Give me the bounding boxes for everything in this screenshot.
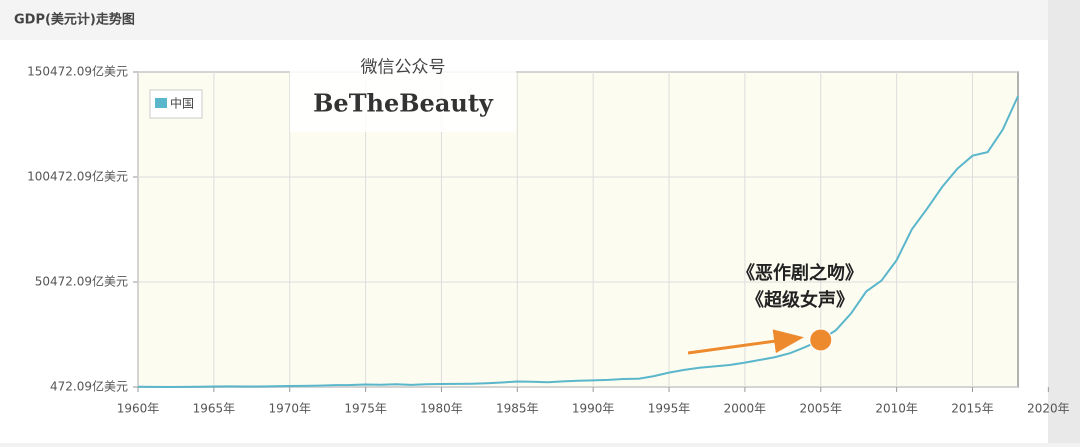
scrollbar bbox=[1048, 0, 1080, 443]
annotation: 《恶作剧之吻》 bbox=[737, 262, 863, 284]
x-tick-label: 1970年 bbox=[268, 402, 311, 416]
x-tick-label: 2020年 bbox=[1027, 402, 1070, 416]
watermark-brand: BeTheBeauty bbox=[313, 89, 494, 118]
x-tick-label: 1990年 bbox=[572, 402, 615, 416]
series-line bbox=[137, 95, 1019, 389]
y-tick-label: 100472.09亿美元 bbox=[27, 169, 128, 184]
watermark-bg bbox=[290, 44, 516, 132]
x-tick-label: 2010年 bbox=[875, 402, 918, 416]
legend-swatch bbox=[155, 98, 167, 108]
x-tick-label: 2005年 bbox=[799, 402, 842, 416]
x-tick-label: 1995年 bbox=[648, 402, 691, 416]
x-tick-label: 2000年 bbox=[724, 402, 767, 416]
x-tick-label: 1960年 bbox=[117, 402, 160, 416]
watermark-line: 微信公众号 bbox=[361, 58, 446, 78]
annotation: 《超级女声》 bbox=[746, 289, 854, 311]
y-tick-label: 150472.09亿美元 bbox=[27, 64, 128, 79]
plot-area bbox=[137, 71, 1019, 388]
y-tick-label: 472.09亿美元 bbox=[50, 379, 128, 394]
x-tick-label: 2015年 bbox=[951, 402, 994, 416]
highlight-dot bbox=[809, 328, 833, 352]
x-tick-label: 1980年 bbox=[420, 402, 463, 416]
y-tick-label: 50472.09亿美元 bbox=[35, 274, 128, 289]
x-tick-label: 1975年 bbox=[344, 402, 387, 416]
x-tick-label: 1965年 bbox=[193, 402, 236, 416]
panel-title: GDP(美元计)走势图 bbox=[14, 12, 135, 28]
arrow bbox=[687, 329, 804, 355]
panel-header bbox=[0, 0, 1048, 40]
legend-label: 中国 bbox=[170, 96, 194, 111]
x-tick-label: 1985年 bbox=[496, 402, 539, 416]
